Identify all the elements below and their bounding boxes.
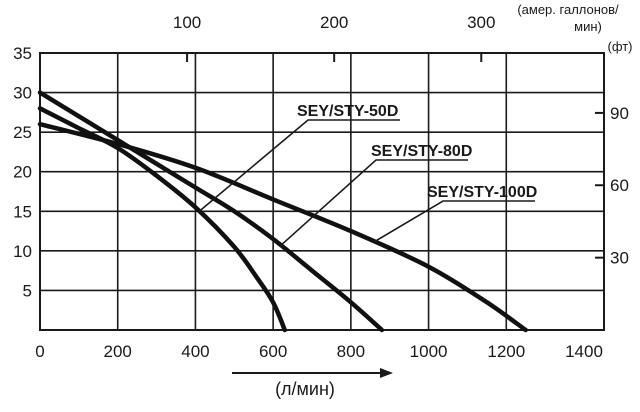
y-tick-label: 15 [13, 202, 32, 221]
y-tick-label: 10 [13, 242, 32, 261]
x-tick-label: 1400 [565, 342, 603, 361]
series-labels: 0 200 400 600 800 1000 1200 1400 5 10 15 20 25 30 35 10… [13, 13, 629, 361]
y-tick-label: 5 [23, 281, 32, 300]
x-axis-arrow [232, 368, 393, 378]
label-leader-line [198, 119, 400, 212]
performance-curve [37, 106, 288, 333]
right-axis-tick-label: 90 [610, 104, 629, 123]
series-label: SEY/STY-50D [297, 103, 398, 120]
plot-frame [39, 52, 605, 331]
right-axis-tick-label: 30 [610, 249, 629, 268]
top-axis-tick-label: 100 [173, 13, 201, 32]
x-tick-label: 400 [181, 342, 209, 361]
y-tick-label: 20 [13, 163, 32, 182]
y-tick-label: 35 [13, 44, 32, 63]
y-tick-label: 25 [13, 123, 32, 142]
top-axis-unit-line2: мин) [574, 19, 602, 34]
series-label: SEY/STY-100D [427, 184, 537, 201]
right-axis-tick-label: 60 [610, 176, 629, 195]
axis-ticks [186, 53, 604, 259]
x-tick-label: 600 [259, 342, 287, 361]
x-tick-label: 1200 [487, 342, 525, 361]
x-tick-label: 800 [337, 342, 365, 361]
label-leaders [198, 119, 535, 246]
x-axis-label: (л/мин) [275, 379, 335, 399]
top-axis-tick-label: 300 [467, 13, 495, 32]
label-leader-line [280, 159, 468, 246]
x-tick-label: 1000 [410, 342, 448, 361]
label-leader-line [373, 200, 535, 243]
series-label: SEY/STY-80D [371, 143, 472, 160]
y-tick-label: 30 [13, 84, 32, 103]
x-tick-label: 0 [35, 342, 44, 361]
grid-lines [40, 53, 604, 330]
top-axis-tick-label: 200 [320, 13, 348, 32]
performance-curve [37, 121, 528, 333]
x-tick-label: 200 [104, 342, 132, 361]
top-axis-unit-line1: (амер. галлонов/ [517, 2, 619, 17]
right-axis-unit: (фт) [607, 39, 632, 54]
